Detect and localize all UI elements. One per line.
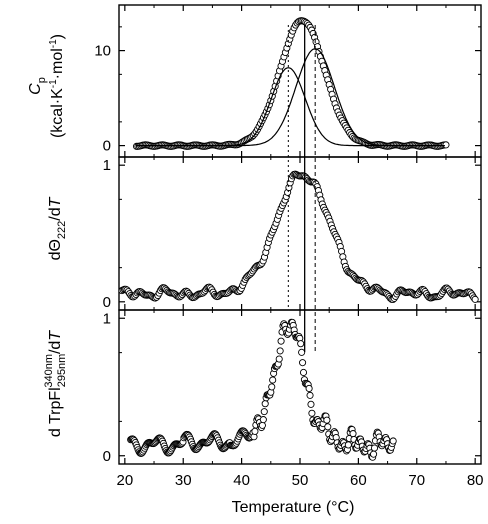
x-tick-label: 80 (467, 472, 484, 489)
cd-ylabel-sub: 222 (56, 221, 68, 239)
y-tick-label: 1 (103, 157, 111, 174)
data-point (277, 337, 285, 345)
data-point (260, 408, 268, 416)
x-tick-label: 20 (116, 472, 133, 489)
data-point (324, 423, 332, 431)
y-tick-label: 0 (103, 138, 111, 155)
cp-ylabel-sub: p (36, 77, 48, 83)
cd-ylabel-b: /d (47, 207, 64, 220)
cd-ylabel-c: T (47, 196, 64, 207)
x-tick-labels: 20 30 40 50 60 70 80 (116, 472, 483, 489)
data-point (370, 444, 379, 452)
cp-ylabel: Cp (27, 77, 48, 95)
data-point (307, 400, 315, 408)
cd-y-ticks: 01 (103, 157, 481, 311)
cp-unit-a: (kcal·K (49, 88, 66, 138)
data-point (442, 141, 450, 149)
data-point (258, 421, 266, 429)
cp-ylabel-main: C (27, 83, 44, 95)
trp-ylabel-sup: 340nm (43, 354, 55, 388)
trp-ylabel-b: /d (47, 341, 64, 354)
y-axis-titles: Cp (kcal·K-1·mol-1) dΘ222/dT d TrpFl295n… (27, 34, 68, 437)
data-point (306, 391, 314, 399)
y-tick-label: 1 (103, 310, 111, 327)
fit-component-line (136, 48, 445, 147)
data-point (308, 409, 316, 417)
cd-ylabel-a: dΘ (47, 239, 64, 260)
cd-data (119, 170, 479, 304)
data-point (275, 355, 283, 363)
svg-text:dΘ222/dT: dΘ222/dT (47, 196, 68, 260)
data-point (251, 427, 259, 435)
data-point (389, 437, 397, 445)
data-point (299, 359, 307, 367)
trp-ylabel-sub: 295nm (56, 354, 68, 388)
y-tick-label: 10 (94, 43, 111, 60)
fit-component-line (136, 67, 445, 147)
cp-data (132, 17, 450, 150)
data-point (323, 416, 331, 424)
data-point (269, 376, 277, 384)
svg-text:Cp: Cp (27, 77, 48, 95)
y-tick-label: 0 (103, 448, 111, 465)
cp-y-ticks: 0 10 (94, 26, 481, 155)
x-tick-label: 70 (408, 472, 425, 489)
data-point (259, 416, 267, 424)
data-point (299, 368, 308, 377)
cp-frame (118, 4, 482, 158)
data-point (305, 384, 313, 392)
x-tick-label: 40 (233, 472, 250, 489)
cp-unit-mid: ·mol (49, 48, 66, 79)
svg-text:d TrpFl295nm340nm/dT: d TrpFl295nm340nm/dT (43, 330, 68, 437)
reference-lines (287, 25, 316, 352)
trp-y-ticks: 01 (103, 310, 481, 465)
cp-ylabel-unit: (kcal·K-1·mol-1) (48, 34, 66, 138)
trp-data (127, 318, 397, 461)
x-axis-title: Temperature (°C) (232, 499, 355, 516)
data-point (261, 400, 269, 408)
cd-panel: 01 (103, 156, 482, 311)
x-tick-label: 50 (292, 472, 309, 489)
data-point (276, 347, 284, 355)
data-point (297, 340, 305, 348)
data-point (349, 430, 357, 438)
trp-ylabel: d TrpFl295nm340nm/dT (43, 330, 68, 437)
x-tick-label: 30 (175, 472, 192, 489)
data-point (471, 295, 479, 303)
cp-unit-sup2: -1 (48, 39, 59, 48)
trp-ylabel-a: d TrpFl (47, 387, 64, 437)
trp-x-ticks (124, 310, 476, 464)
y-tick-label: 0 (103, 294, 111, 311)
cp-unit-end: ) (49, 34, 66, 39)
cd-x-ticks (124, 157, 476, 310)
cd-frame (118, 156, 482, 311)
data-point (298, 348, 306, 356)
cd-ylabel: dΘ222/dT (47, 196, 68, 260)
cp-panel: 0 10 (94, 4, 482, 158)
svg-text:(kcal·K-1·mol-1): (kcal·K-1·mol-1) (48, 34, 66, 138)
trp-ylabel-c: T (47, 330, 64, 341)
data-point (268, 383, 276, 391)
data-point (344, 441, 352, 449)
cp-x-ticks (124, 5, 476, 157)
x-tick-label: 60 (350, 472, 367, 489)
data-point (370, 450, 378, 458)
cp-unit-sup1: -1 (48, 79, 59, 88)
